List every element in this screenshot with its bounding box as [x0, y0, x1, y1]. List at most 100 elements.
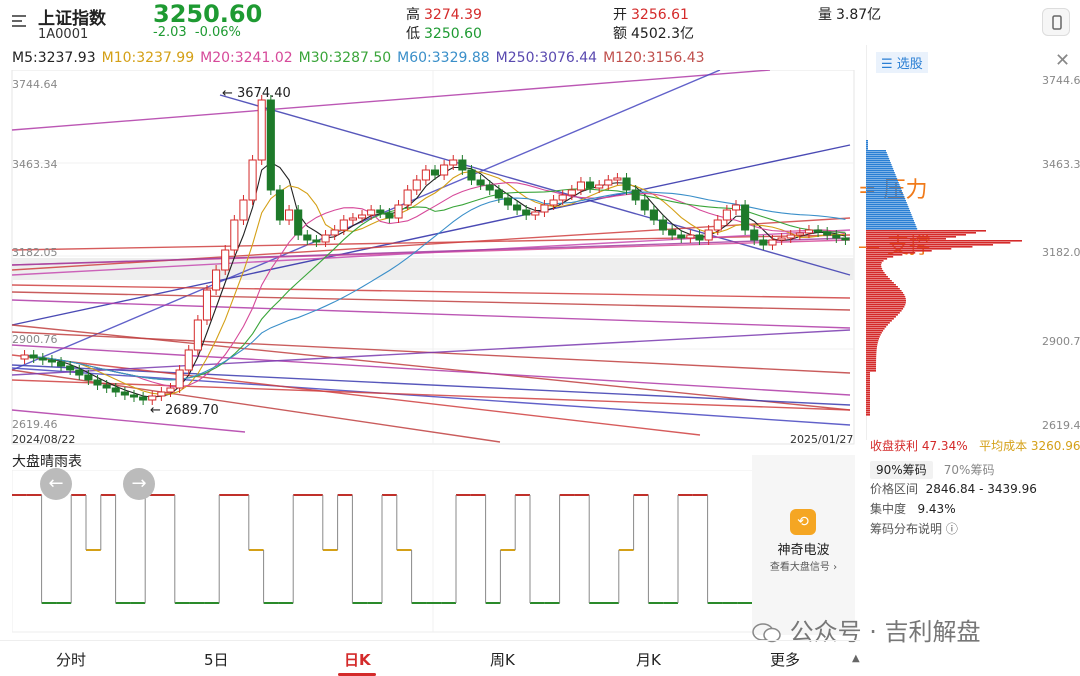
ma-label: M30:3287.50 — [298, 50, 392, 66]
chip-bar — [866, 354, 877, 356]
tab-intraday[interactable]: 分时 — [56, 651, 87, 669]
chip-bar — [866, 308, 904, 310]
chip-bar — [866, 358, 877, 360]
candle — [412, 179, 421, 191]
low-price: 低 3250.60 — [406, 26, 482, 42]
candle — [93, 379, 102, 386]
chip70-tab[interactable]: 70%筹码 — [943, 463, 995, 477]
chip-bar — [866, 346, 878, 348]
kline-chart[interactable] — [0, 70, 860, 450]
chip-bar — [866, 370, 877, 372]
candle — [111, 387, 120, 393]
side-y-tick: 3182.05 — [1042, 246, 1080, 259]
phone-icon[interactable] — [1042, 8, 1070, 36]
candle — [239, 199, 248, 221]
price-change: -2.03 -0.06% — [153, 25, 241, 40]
price-range: 价格区间 2846.84 - 3439.96 — [870, 482, 1037, 496]
tab-5day[interactable]: 5日 — [204, 651, 229, 669]
chip-bar — [866, 244, 994, 246]
chip-bar — [866, 222, 915, 224]
chip-bar — [866, 260, 884, 262]
chip-bar — [866, 270, 884, 272]
chip-bar — [866, 332, 882, 334]
chip-bar — [866, 366, 877, 368]
tab-monthly[interactable]: 月K — [636, 651, 661, 669]
chip-bar — [866, 172, 895, 174]
chip-bar — [866, 158, 890, 160]
side-y-tick: 3744.64 — [1042, 74, 1080, 87]
candle — [56, 361, 66, 367]
chip-bar — [866, 214, 912, 216]
candle — [120, 391, 129, 396]
start-date: 2024/08/22 — [12, 433, 76, 446]
tab-weekly[interactable]: 周K — [490, 651, 515, 669]
candle — [713, 219, 722, 231]
chip-bar — [866, 144, 868, 146]
candle — [503, 197, 513, 206]
candle — [494, 189, 503, 199]
chip-bar — [866, 344, 878, 346]
chip-bar — [866, 148, 868, 150]
candle — [157, 391, 166, 397]
chip-explain-link[interactable]: 筹码分布说明 ⓘ — [870, 522, 958, 536]
next-arrow-icon[interactable]: → — [123, 468, 155, 500]
trend-line — [11, 299, 851, 329]
chip-bar — [866, 156, 889, 158]
candle — [403, 189, 412, 206]
chip-bar — [866, 160, 890, 162]
chip-bar — [866, 226, 917, 228]
chip-bar — [866, 284, 896, 286]
chip-bar — [866, 356, 877, 358]
chip-bar — [866, 402, 870, 404]
chip90-tab[interactable]: 90%筹码 — [870, 461, 933, 479]
candle — [440, 164, 449, 176]
chip-bar — [866, 246, 973, 248]
ma-label: M250:3076.44 — [495, 50, 598, 66]
collapse-icon[interactable]: ▲ — [852, 653, 860, 664]
chip-bar — [866, 268, 883, 270]
chip-bar — [866, 398, 870, 400]
chip-bar — [866, 164, 892, 166]
trend-line — [11, 237, 851, 266]
sub-chart-title: 大盘晴雨表 — [12, 454, 82, 470]
candle — [303, 234, 312, 241]
chip-bar — [866, 302, 906, 304]
tab-daily[interactable]: 日K — [344, 651, 371, 669]
chip-bar — [866, 382, 870, 384]
chip-bar — [866, 188, 902, 190]
chip-bar — [866, 236, 956, 238]
trend-line — [11, 70, 721, 371]
chip-bar — [866, 390, 870, 392]
candle — [576, 181, 585, 191]
candle — [84, 374, 93, 381]
menu-icon[interactable] — [10, 12, 30, 30]
candle — [704, 229, 713, 241]
concentration: 集中度 9.43% — [870, 502, 956, 516]
chip-bar — [866, 298, 906, 300]
candle — [312, 239, 321, 243]
chip-bar — [866, 296, 906, 298]
chip-bar — [866, 330, 884, 332]
candle — [841, 237, 850, 241]
chip-bar — [866, 238, 946, 240]
magic-wave-panel[interactable]: ⟲ 神奇电波 查看大盘信号 › — [752, 455, 855, 635]
chip-bar — [866, 278, 890, 280]
chip-bar — [866, 396, 870, 398]
chip-bar — [866, 336, 880, 338]
candle — [750, 229, 759, 241]
chip-bar — [866, 322, 890, 324]
chip-bar — [866, 384, 870, 386]
prev-arrow-icon[interactable]: ← — [40, 468, 72, 500]
chip-bar — [866, 372, 870, 374]
chip-bar — [866, 400, 870, 402]
chip-bar — [866, 310, 902, 312]
candle — [631, 189, 640, 201]
candle — [658, 219, 668, 231]
tab-more[interactable]: 更多 — [770, 651, 801, 669]
select-stock-button[interactable]: ☰ 选股 — [876, 52, 928, 73]
candle — [248, 159, 257, 201]
chip-tabs: 90%筹码 70%筹码 — [870, 459, 1000, 479]
candle — [430, 169, 440, 176]
close-icon[interactable]: ✕ — [1055, 50, 1071, 71]
chip-bar — [866, 262, 882, 264]
